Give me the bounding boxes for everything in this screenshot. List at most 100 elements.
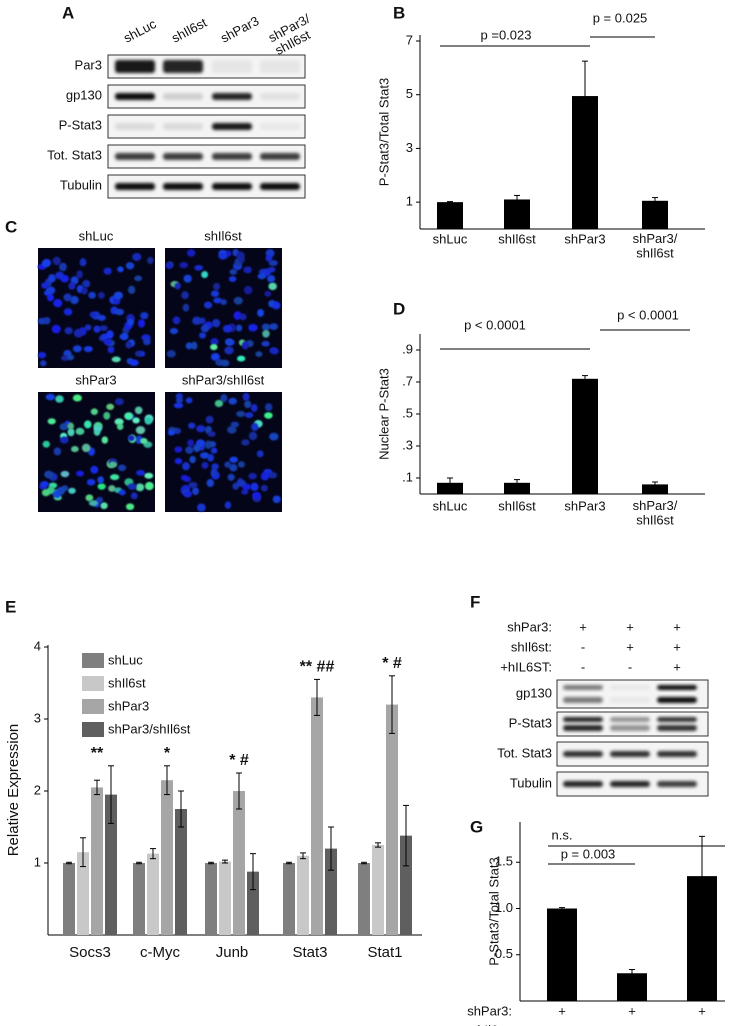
- blot-band: [212, 123, 252, 130]
- blot-band: [163, 153, 203, 160]
- cell: [244, 412, 254, 419]
- image-label: shPar3: [75, 372, 116, 387]
- cell: [224, 346, 234, 355]
- cell: [224, 461, 231, 468]
- cell: [213, 297, 223, 304]
- cell: [43, 316, 51, 325]
- cell: [64, 327, 73, 335]
- cell: [185, 342, 193, 350]
- error-bar: [629, 969, 635, 978]
- cell: [47, 418, 56, 425]
- legend-label: shPar3: [108, 698, 149, 713]
- condition-label: +hIL6ST:: [500, 659, 552, 674]
- cell: [59, 262, 67, 272]
- cell: [40, 480, 49, 487]
- blot-box: [107, 174, 306, 199]
- bar: [91, 787, 103, 935]
- annotation: n.s.: [552, 827, 573, 842]
- blot-row-label: Tubulin: [510, 775, 552, 790]
- cell: [83, 345, 93, 353]
- cell: [53, 299, 63, 308]
- blot-band: [115, 93, 155, 100]
- cell: [175, 393, 184, 400]
- cell: [55, 271, 65, 280]
- micrograph: [38, 392, 155, 512]
- cell: [98, 292, 105, 299]
- cell: [51, 324, 61, 334]
- x-tick-label: shPar3: [564, 231, 605, 246]
- blot-band: [163, 93, 203, 100]
- micrograph-bg: [165, 392, 282, 512]
- condition-mark: +: [628, 1003, 636, 1018]
- cell: [60, 436, 69, 444]
- cell: [127, 483, 137, 490]
- significance-label: * #: [229, 752, 249, 769]
- cell: [41, 259, 51, 268]
- blot-band: [563, 725, 603, 731]
- cell: [140, 438, 148, 445]
- cell: [182, 462, 190, 471]
- error-bar: [178, 790, 184, 828]
- cell: [210, 353, 220, 361]
- annotation: p < 0.0001: [464, 317, 526, 332]
- legend-swatch: [82, 699, 104, 714]
- cell: [185, 397, 193, 404]
- lane-label: shPar3/shIl6st: [266, 11, 320, 58]
- cell: [99, 325, 108, 331]
- condition-mark: +: [626, 639, 634, 654]
- cell: [250, 404, 258, 412]
- y-tick-label: 2: [34, 782, 41, 797]
- cell: [228, 397, 237, 405]
- cell: [166, 350, 176, 358]
- cell: [97, 476, 104, 484]
- cell: [82, 280, 91, 288]
- cell: [201, 461, 209, 469]
- cell: [72, 345, 82, 353]
- blot-band: [657, 725, 697, 731]
- cell: [179, 262, 188, 269]
- cell: [201, 271, 209, 279]
- error-bar: [236, 772, 242, 810]
- cell: [268, 259, 278, 267]
- cell: [70, 295, 79, 305]
- cell: [107, 346, 115, 354]
- cell: [262, 329, 270, 338]
- cell: [224, 501, 232, 509]
- error-bar: [389, 675, 395, 734]
- blot-band: [563, 717, 603, 722]
- cell: [124, 412, 134, 420]
- blot-band: [212, 60, 252, 73]
- error-bar: [514, 479, 520, 487]
- cell: [101, 436, 109, 444]
- cell: [41, 282, 49, 289]
- cell: [206, 478, 215, 488]
- cell: [241, 489, 249, 495]
- bar: [147, 853, 159, 935]
- blot-band: [163, 183, 203, 190]
- blot-band: [657, 697, 697, 703]
- blot-band: [610, 751, 650, 757]
- condition-mark: +: [673, 659, 681, 674]
- blot-box: [107, 144, 306, 169]
- cell: [222, 324, 232, 333]
- panel-label: A: [62, 3, 74, 22]
- blot-band: [563, 781, 603, 787]
- cell: [237, 255, 245, 264]
- cell: [244, 400, 252, 409]
- blot-band: [657, 685, 697, 690]
- error-bar: [136, 861, 142, 865]
- cell: [40, 360, 47, 367]
- condition-mark: +: [558, 1003, 566, 1018]
- cell: [134, 275, 143, 282]
- cell: [126, 318, 135, 326]
- cell: [67, 427, 75, 437]
- cell: [48, 274, 56, 283]
- cell: [106, 403, 115, 410]
- cell: [269, 432, 279, 441]
- cell: [261, 323, 271, 331]
- error-bar: [150, 848, 156, 860]
- cell: [93, 325, 101, 333]
- cell: [188, 422, 196, 429]
